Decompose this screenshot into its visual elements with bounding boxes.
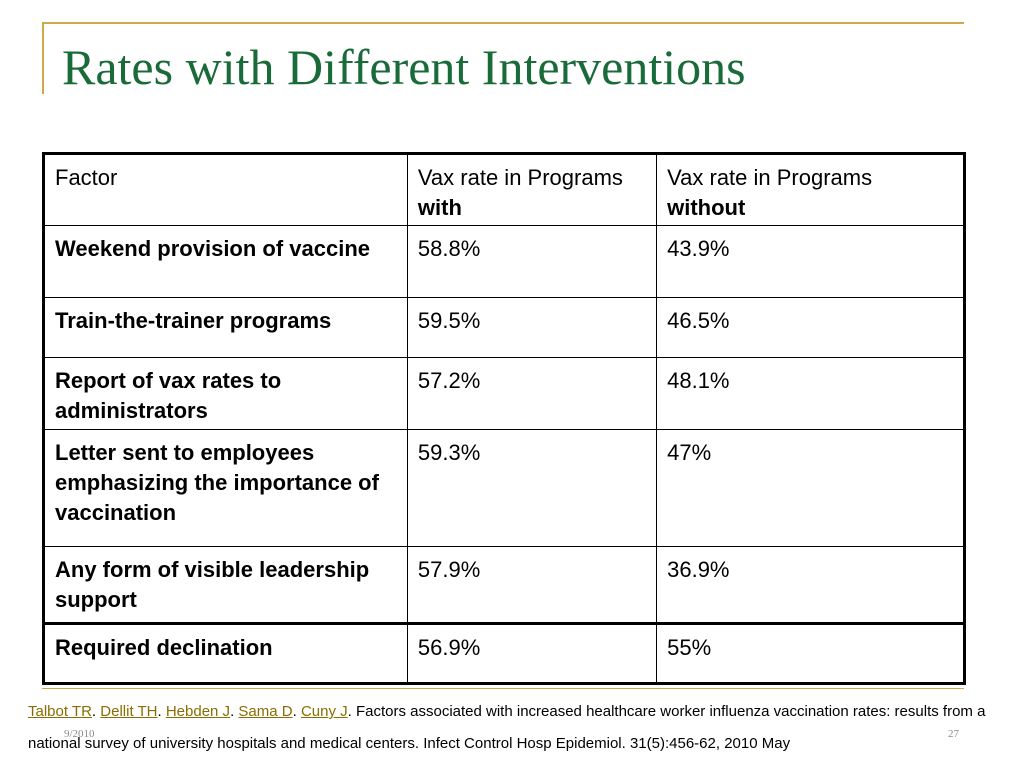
frame-top-line [42, 22, 964, 24]
table-row: Train-the-trainer programs 59.5% 46.5% [43, 297, 965, 358]
with-rate-cell: 59.3% [406, 429, 658, 547]
without-rate-cell: 43.9% [656, 225, 965, 298]
author-link[interactable]: Dellit TH [100, 703, 158, 720]
with-rate-cell: 57.9% [406, 546, 658, 624]
table-row: Report of vax rates to administrators 57… [43, 357, 965, 430]
author-link[interactable]: Cuny J [300, 703, 348, 720]
without-rate-cell: 55% [656, 622, 965, 684]
header-with-bold: with [417, 195, 462, 220]
header-factor: Factor [43, 153, 408, 226]
author-link[interactable]: Hebden J [165, 703, 231, 720]
citation: Talbot TR. Dellit TH. Hebden J. Sama D. … [28, 696, 1013, 760]
with-rate-cell: 59.5% [406, 297, 658, 358]
frame-bottom-line [42, 688, 964, 689]
with-rate-cell: 57.2% [406, 357, 658, 430]
table-row: Required declination 56.9% 55% [43, 622, 965, 684]
citation-text: . Factors associated with increased heal… [28, 703, 986, 752]
without-rate-cell: 48.1% [656, 357, 965, 430]
factor-cell: Weekend provision of vaccine [43, 225, 408, 298]
header-with-prefix: Vax rate in Programs [417, 165, 623, 190]
interventions-table: Factor Vax rate in Programs with Vax rat… [42, 152, 966, 685]
factor-cell: Required declination [43, 622, 408, 684]
citation-separator: . [292, 703, 301, 720]
author-link[interactable]: Talbot TR [28, 703, 92, 720]
table-row: Weekend provision of vaccine 58.8% 43.9% [43, 225, 965, 298]
footer-date: 9/2010 [64, 728, 95, 740]
page-number: 27 [948, 728, 959, 740]
table-header-row: Factor Vax rate in Programs with Vax rat… [43, 153, 965, 226]
without-rate-cell: 36.9% [656, 546, 965, 624]
header-without: Vax rate in Programs without [656, 153, 965, 226]
header-without-prefix: Vax rate in Programs [667, 165, 873, 190]
author-link[interactable]: Sama D [238, 703, 293, 720]
without-rate-cell: 46.5% [656, 297, 965, 358]
header-with: Vax rate in Programs with [406, 153, 658, 226]
citation-separator: . [230, 703, 239, 720]
with-rate-cell: 58.8% [406, 225, 658, 298]
frame-left-line [42, 22, 44, 94]
without-rate-cell: 47% [656, 429, 965, 547]
table-row: Any form of visible leadership support 5… [43, 546, 965, 624]
with-rate-cell: 56.9% [406, 622, 658, 684]
slide-title: Rates with Different Interventions [62, 39, 746, 95]
citation-separator: . [157, 703, 166, 720]
factor-cell: Train-the-trainer programs [43, 297, 408, 358]
factor-cell: Letter sent to employees emphasizing the… [43, 429, 408, 547]
table-row: Letter sent to employees emphasizing the… [43, 429, 965, 547]
citation-separator: . [91, 703, 101, 720]
factor-cell: Any form of visible leadership support [43, 546, 408, 624]
header-without-bold: without [667, 195, 746, 220]
factor-cell: Report of vax rates to administrators [43, 357, 408, 430]
